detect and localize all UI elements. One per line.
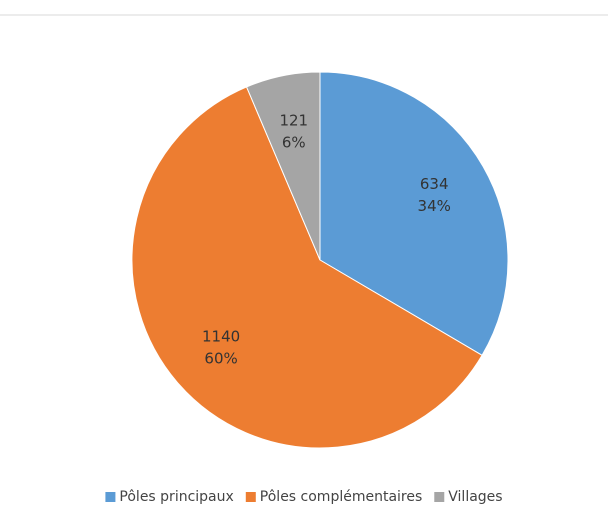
percent-label: 34% (418, 197, 451, 215)
value-label: 121 (279, 112, 308, 130)
pie-slice (319, 71, 509, 356)
percent-label: 6% (282, 134, 306, 152)
pie-slice (131, 86, 483, 449)
legend-label: Pôles principaux (119, 489, 233, 505)
legend: Pôles principaux Pôles complémentaires Vil… (105, 489, 503, 505)
value-label: 1140 (202, 327, 240, 345)
legend-label: Pôles complémentaires (260, 489, 422, 505)
pie-slice (245, 71, 321, 261)
percent-label: 60% (204, 349, 237, 367)
value-label: 634 (420, 175, 449, 193)
legend-swatch (245, 492, 256, 502)
legend-swatch (105, 492, 116, 502)
legend-swatch (434, 492, 445, 502)
legend-label: Villages (448, 489, 502, 505)
